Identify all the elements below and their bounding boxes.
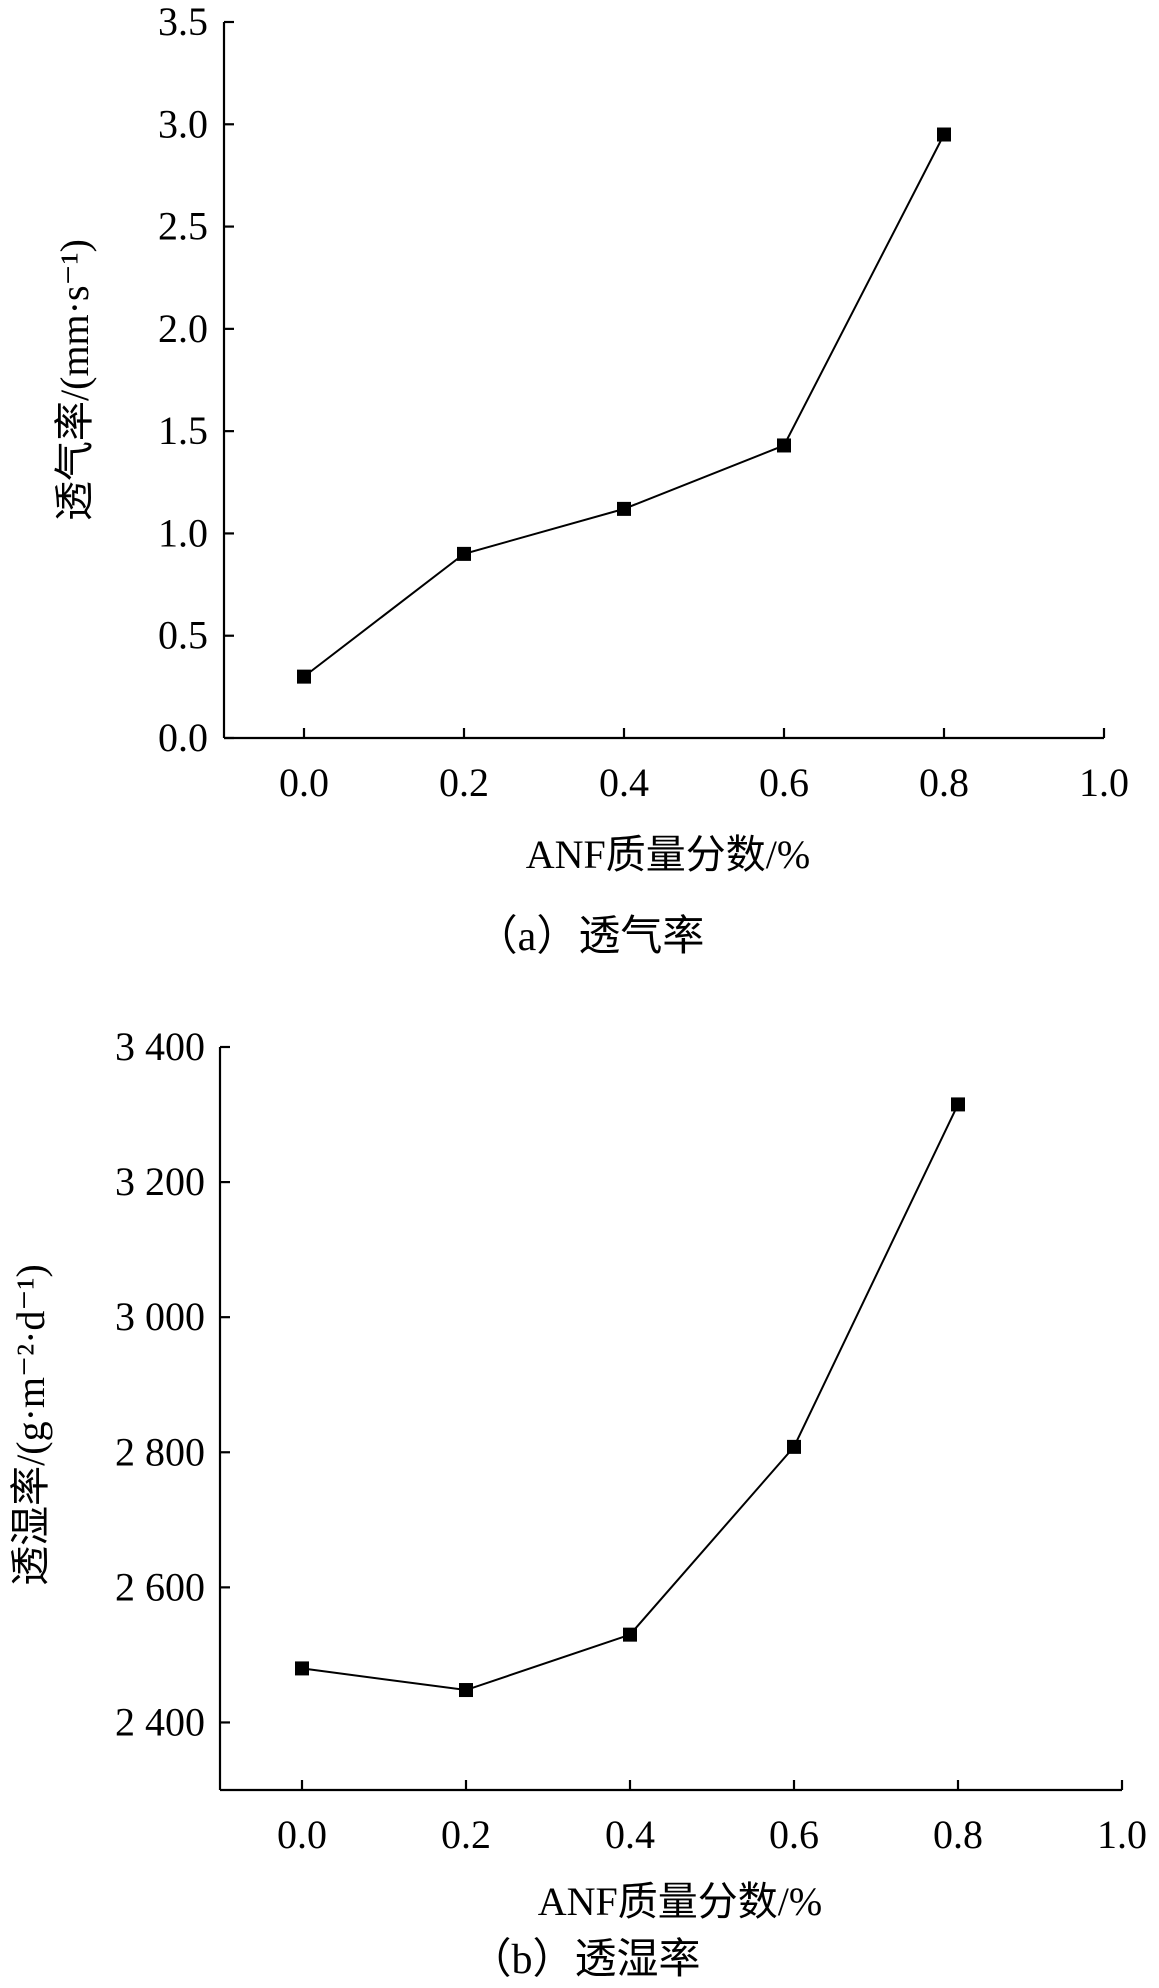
- y-ticks-a: 0.0 0.5 1.0 1.5 2.0 2.5 3.0 3.5: [158, 0, 234, 760]
- x-tick-label-b: 0.0: [277, 1812, 327, 1857]
- x-tick-label-a: 0.8: [919, 760, 969, 805]
- y-ticks-b: 2 400 2 600 2 800 3 000 3 200 3 400: [115, 1024, 230, 1744]
- x-tick-label-a: 0.6: [759, 760, 809, 805]
- y-tick-label-b: 2 600: [115, 1564, 205, 1609]
- y-tick-label-a: 2.5: [158, 204, 208, 249]
- series-line-b: [301, 1103, 959, 1692]
- y-tick-label-b: 3 400: [115, 1024, 205, 1069]
- x-ticks-a: 0.0 0.2 0.4 0.6 0.8 1.0: [279, 728, 1129, 805]
- x-tick-label-b: 1.0: [1097, 1812, 1147, 1857]
- y-tick-label-b: 3 000: [115, 1294, 205, 1339]
- data-point-a: [297, 669, 311, 684]
- data-point-b: [459, 1683, 473, 1698]
- data-point-b: [951, 1097, 965, 1112]
- data-point-a: [617, 501, 631, 516]
- y-tick-label-b: 2 400: [115, 1699, 205, 1744]
- y-tick-label-a: 3.5: [158, 0, 208, 44]
- x-tick-label-b: 0.2: [441, 1812, 491, 1857]
- x-tick-label-a: 1.0: [1079, 760, 1129, 805]
- x-tick-label-a: 0.2: [439, 760, 489, 805]
- axes-b: [218, 1047, 1122, 1792]
- y-tick-label-a: 0.0: [158, 715, 208, 760]
- data-point-a: [457, 546, 471, 561]
- x-tick-label-b: 0.8: [933, 1812, 983, 1857]
- data-point-a: [937, 127, 951, 142]
- caption-a: （a）透气率: [476, 913, 705, 960]
- x-axis-title-b: ANF质量分数/%: [538, 1879, 822, 1924]
- y-tick-label-a: 1.5: [158, 408, 208, 453]
- y-axis-title-a: 透气率/(mm·s⁻¹): [52, 239, 97, 521]
- series-line-a: [303, 134, 945, 678]
- y-tick-label-b: 3 200: [115, 1159, 205, 1204]
- data-point-b: [295, 1661, 309, 1676]
- y-tick-label-a: 3.0: [158, 101, 208, 146]
- chart-panel-b: 2 400 2 600 2 800 3 000 3 200 3 400 0.0 0.2 0.4…: [8, 1024, 1147, 1983]
- y-tick-label-a: 2.0: [158, 306, 208, 351]
- x-tick-label-b: 0.6: [769, 1812, 819, 1857]
- y-tick-label-a: 0.5: [158, 613, 208, 658]
- data-point-b: [787, 1439, 801, 1454]
- x-tick-label-a: 0.0: [279, 760, 329, 805]
- x-tick-label-a: 0.4: [599, 760, 649, 805]
- x-axis-title-a: ANF质量分数/%: [526, 832, 810, 877]
- y-tick-label-a: 1.0: [158, 510, 208, 555]
- series-a: [297, 127, 951, 684]
- series-b: [295, 1097, 965, 1698]
- chart-panel-a: 0.0 0.5 1.0 1.5 2.0 2.5 3.0 3.5 0.0 0.2 0.4 0.6 0.8…: [52, 0, 1129, 960]
- caption-b: （b）透湿率: [469, 1936, 700, 1983]
- data-point-b: [623, 1627, 637, 1642]
- data-point-a: [777, 438, 791, 453]
- y-axis-title-b: 透湿率/(g·m⁻²·d⁻¹): [8, 1264, 53, 1586]
- axes-a: [222, 22, 1104, 740]
- x-tick-label-b: 0.4: [605, 1812, 655, 1857]
- y-tick-label-b: 2 800: [115, 1429, 205, 1474]
- x-ticks-b: 0.0 0.2 0.4 0.6 0.8 1.0: [277, 1780, 1147, 1857]
